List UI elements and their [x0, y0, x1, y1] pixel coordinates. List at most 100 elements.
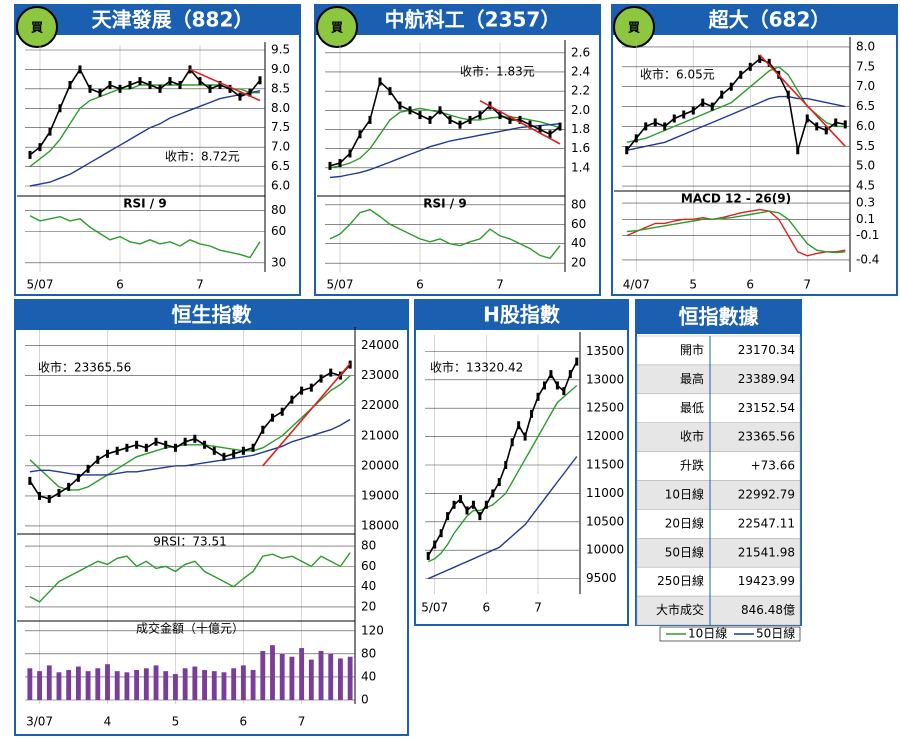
price-candle [232, 449, 236, 458]
y-tick-label: 40 [571, 236, 586, 250]
price-candle [644, 122, 648, 131]
price-candle [530, 409, 534, 418]
price-candle [446, 512, 450, 521]
price-candle [115, 446, 119, 455]
price-candle [720, 90, 724, 99]
ma-line [329, 107, 561, 169]
price-candle [497, 478, 501, 487]
price-candle [510, 438, 514, 447]
panel-header [415, 300, 628, 330]
x-tick-label: 7 [803, 278, 811, 292]
price-candle [438, 106, 442, 115]
annotation: 收市：1.83元 [460, 64, 535, 79]
table-row [636, 335, 801, 366]
price-candle [504, 461, 508, 469]
volume-bar [66, 670, 72, 700]
volume-bar [299, 648, 305, 700]
table-title: 恒指數據 [679, 305, 760, 329]
price-candle [164, 440, 168, 449]
volume-bar [182, 668, 188, 700]
table-header [636, 300, 801, 334]
price-candle [459, 495, 463, 504]
y-tick-label: 120 [361, 623, 384, 637]
price-candle [57, 488, 61, 497]
y-tick-label: 9500 [586, 571, 617, 585]
price-candle [48, 127, 52, 136]
y-tick-label: 21000 [361, 428, 399, 442]
price-candle [228, 84, 232, 93]
y-tick-label: 6.5 [856, 99, 875, 113]
y-tick-label: 19000 [361, 488, 399, 502]
price-candle [739, 70, 743, 79]
row-value: 23152.54 [738, 401, 795, 415]
y-tick-label: 0 [361, 693, 369, 707]
volume-bar [134, 670, 140, 700]
row-label: 10日線 [665, 486, 704, 501]
price-candle [118, 84, 122, 93]
panel-title: 超大（682） [708, 8, 831, 32]
y-tick-label: 20000 [361, 458, 399, 472]
panel-frame [314, 4, 601, 296]
sub-title: RSI / 9 [423, 197, 466, 211]
volume-bar [46, 665, 52, 700]
price-candle [508, 115, 512, 124]
badge-text: 買 [331, 21, 343, 35]
volume-bar [221, 672, 227, 700]
price-candle [568, 370, 572, 379]
price-candle [280, 407, 284, 416]
y-tick-label: 13500 [586, 344, 624, 358]
y-tick-label: 8.0 [856, 39, 875, 53]
legend-label: 10日線 [688, 626, 727, 641]
volume-bar [105, 664, 110, 700]
y-tick-label: 12000 [586, 429, 624, 443]
price-candle [76, 473, 80, 482]
price-candle [458, 120, 462, 129]
price-candle [125, 443, 129, 452]
badge-circle [16, 6, 58, 48]
price-candle [135, 440, 139, 449]
y-tick-label: 30 [271, 255, 286, 269]
price-candle [168, 77, 172, 86]
y-tick-label: 20 [361, 599, 376, 613]
volume-bar [260, 650, 266, 700]
volume-bar [211, 671, 217, 700]
price-candle [426, 551, 430, 560]
price-candle [28, 476, 32, 485]
volume-bar [318, 650, 324, 700]
price-candle [183, 437, 187, 446]
row-label: 50日線 [665, 544, 704, 559]
volume-bar [338, 658, 343, 700]
price-candle [128, 80, 132, 89]
price-candle [47, 494, 51, 503]
indicator-line [626, 208, 846, 257]
y-tick-label: 8.0 [271, 101, 290, 115]
volume-bar [37, 671, 42, 700]
price-candle [67, 482, 71, 491]
y-tick-label: 6.0 [856, 119, 875, 133]
indicator-line [626, 210, 846, 254]
price-candle [28, 150, 32, 159]
price-candle [68, 80, 72, 89]
ma-line [427, 456, 578, 580]
price-candle [212, 446, 216, 455]
price-candle [748, 62, 752, 71]
panel-header [612, 5, 897, 35]
row-label: 20日線 [665, 515, 704, 530]
volume-bar [85, 671, 91, 700]
x-tick-label: 5/07 [327, 278, 354, 292]
row-value: 23365.56 [738, 430, 795, 444]
price-candle [549, 370, 553, 379]
price-candle [498, 111, 502, 120]
price-candle [106, 449, 109, 458]
volume-bar [114, 671, 120, 700]
price-candle [448, 115, 452, 124]
price-line [29, 364, 351, 500]
y-tick-label: 1.6 [571, 141, 590, 155]
price-candle [433, 540, 437, 549]
price-candle [38, 491, 42, 500]
volume-bar [308, 659, 314, 700]
price-candle [408, 106, 412, 115]
price-candle [144, 443, 148, 452]
price-candle [834, 118, 838, 127]
price-candle [682, 110, 686, 119]
